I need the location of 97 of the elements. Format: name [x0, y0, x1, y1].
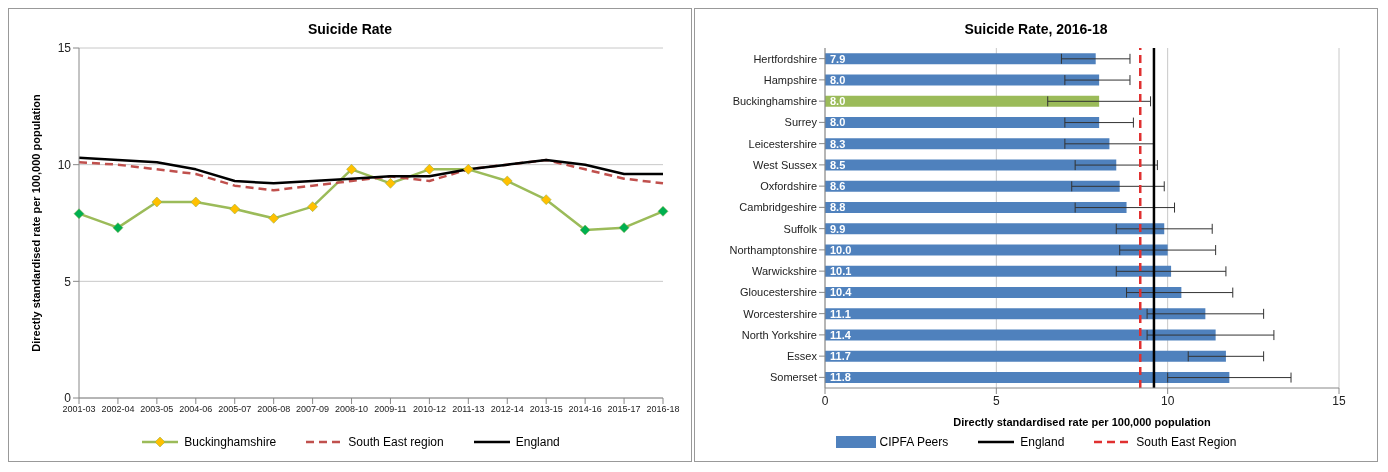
y-tick-label: Oxfordshire: [760, 180, 817, 193]
bar: [825, 223, 1165, 235]
legend-label: South East Region: [1136, 435, 1237, 449]
y-tick-label: Essex: [787, 350, 818, 363]
x-tick-label: 15: [1332, 393, 1346, 408]
y-tick-label: 5: [64, 274, 72, 289]
y-tick-label: Hampshire: [763, 73, 817, 86]
point: [579, 224, 591, 236]
data-label: 8.0: [830, 73, 846, 86]
bar: [825, 372, 1230, 384]
point: [229, 203, 240, 215]
y-tick-label: Cambridgeshire: [739, 201, 817, 214]
y-tick-label: Surrey: [784, 116, 818, 129]
point: [73, 208, 85, 219]
data-label: 10.0: [830, 243, 852, 256]
legend-label: Buckinghamshire: [184, 435, 277, 449]
x-tick-label: 2002-04: [101, 404, 135, 415]
point: [385, 178, 396, 189]
x-axis-title: Directly standardised rate per 100,000 population: [953, 416, 1211, 428]
bar: [825, 287, 1182, 299]
data-label: 7.9: [830, 52, 846, 65]
chart-title: Suicide Rate, 2016-18: [963, 21, 1109, 37]
bar: [825, 117, 1100, 129]
bar: [825, 350, 1226, 362]
y-tick-label: Suffolk: [783, 222, 818, 235]
legend-label: CIPFA Peers: [879, 435, 949, 449]
data-label: 11.4: [830, 328, 852, 341]
x-tick-label: 2012-14: [490, 404, 524, 415]
bar: [825, 202, 1127, 214]
point: [112, 222, 124, 233]
x-tick-label: 2005-07: [218, 404, 252, 415]
y-tick-label: Somerset: [769, 371, 817, 384]
bar: [825, 95, 1100, 107]
y-tick-label: Gloucestershire: [739, 286, 817, 299]
x-tick-label: 2003-05: [140, 404, 174, 415]
data-label: 10.1: [830, 265, 852, 278]
bar: [825, 138, 1110, 150]
x-tick-label: 2007-09: [296, 404, 330, 415]
y-tick-label: West Sussex: [753, 158, 818, 171]
bar: [825, 180, 1120, 192]
data-label: 8.5: [830, 158, 846, 171]
bar: [825, 329, 1216, 341]
bar: [825, 159, 1117, 171]
legend-label: England: [1020, 435, 1065, 449]
point: [268, 213, 279, 224]
data-label: 8.8: [830, 201, 846, 214]
x-tick-label: 2015-17: [607, 404, 641, 415]
x-tick-label: 2001-03: [62, 404, 96, 415]
x-tick-label: 2009-11: [374, 404, 407, 415]
x-tick-label: 2004-06: [179, 404, 213, 415]
legend-label: England: [515, 435, 560, 449]
x-tick-label: 2011-13: [452, 404, 485, 415]
data-label: 10.4: [830, 286, 853, 299]
legend-label: South East region: [348, 435, 444, 449]
point: [190, 196, 202, 208]
y-tick-label: 15: [57, 41, 72, 56]
point: [307, 201, 318, 212]
y-tick-label: Hertfordshire: [753, 52, 817, 65]
x-tick-label: 2016-18: [646, 404, 680, 415]
x-tick-label: 2008-10: [335, 404, 369, 415]
x-tick-label: 0: [821, 393, 829, 408]
x-tick-label: 2014-16: [568, 404, 602, 415]
point: [424, 164, 435, 175]
bar: [825, 265, 1172, 277]
bar: [825, 53, 1096, 65]
chart-title: Suicide Rate: [307, 21, 393, 37]
y-axis-title: Directly standardised rate per 100,000 population: [29, 94, 42, 352]
y-tick-label: Leicestershire: [748, 137, 817, 150]
y-tick-label: Buckinghamshire: [732, 95, 817, 108]
y-tick-label: 10: [57, 157, 72, 172]
data-label: 9.9: [830, 222, 846, 235]
data-label: 11.7: [830, 350, 851, 363]
point: [463, 164, 474, 175]
x-tick-label: 5: [992, 393, 1000, 408]
x-tick-label: 10: [1160, 393, 1175, 408]
bar: [825, 74, 1100, 86]
y-tick-label: Northamptonshire: [729, 243, 817, 256]
data-label: 8.0: [830, 95, 846, 108]
data-label: 11.1: [830, 307, 851, 320]
bar: [825, 244, 1168, 256]
point: [151, 196, 163, 208]
data-label: 11.8: [830, 371, 851, 384]
x-tick-label: 2013-15: [529, 404, 563, 415]
x-tick-label: 2006-08: [257, 404, 291, 415]
data-label: 8.6: [830, 180, 846, 193]
y-tick-label: North Yorkshire: [741, 328, 817, 341]
y-tick-label: Warwickshire: [752, 265, 817, 278]
bar: [825, 308, 1206, 320]
point: [540, 194, 552, 205]
data-label: 8.3: [830, 137, 846, 150]
point: [346, 164, 357, 175]
point: [502, 175, 513, 187]
point: [618, 222, 630, 233]
x-tick-label: 2010-12: [412, 404, 446, 415]
point: [657, 206, 669, 217]
y-tick-label: Worcestershire: [743, 307, 817, 320]
data-label: 8.0: [830, 116, 846, 129]
